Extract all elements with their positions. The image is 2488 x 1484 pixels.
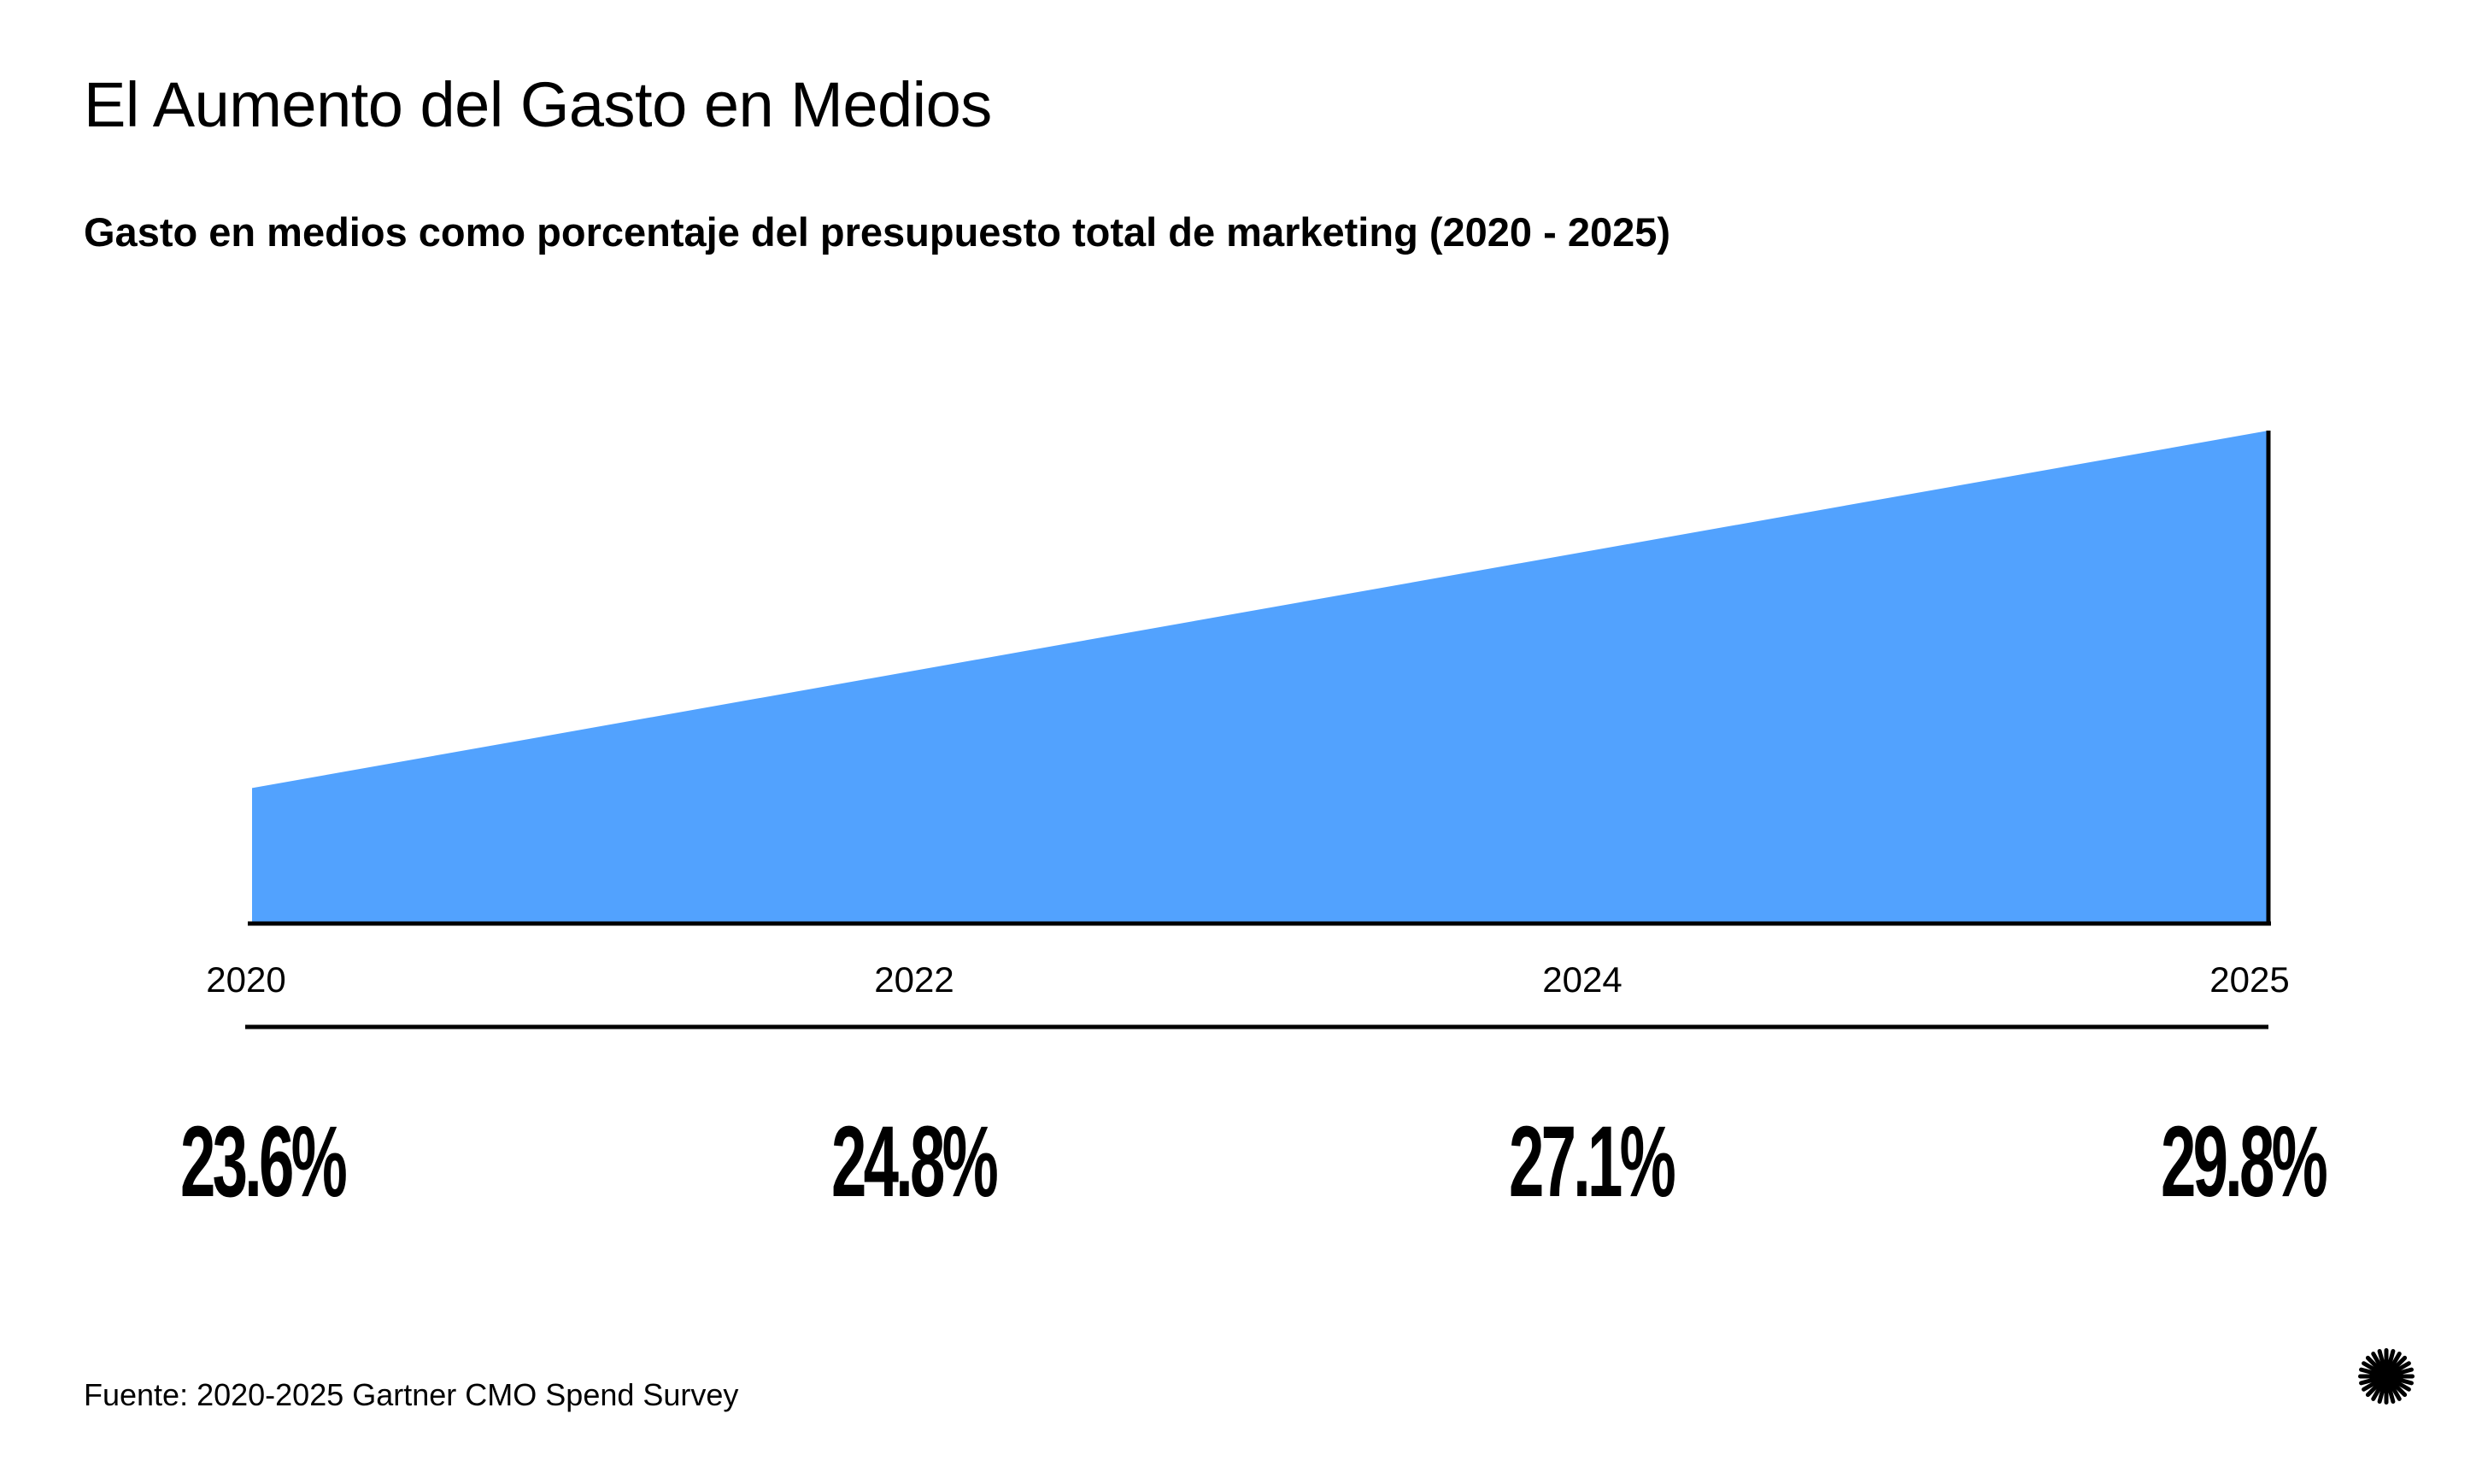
source-note: Fuente: 2020-2025 Gartner CMO Spend Surv… <box>84 1377 739 1412</box>
starburst-icon <box>2358 1348 2415 1405</box>
value-label-2025: 29.8% <box>2161 1106 2327 1218</box>
year-label-2020: 2020 <box>206 959 285 1000</box>
year-labels: 2020 2022 2024 2025 <box>206 959 2289 1000</box>
value-label-2024: 27.1% <box>1509 1106 1675 1218</box>
value-label-2022: 24.8% <box>831 1106 997 1218</box>
year-label-2025: 2025 <box>2209 959 2289 1000</box>
year-label-2022: 2022 <box>874 959 954 1000</box>
chart-title: El Aumento del Gasto en Medios <box>84 69 992 140</box>
year-label-2024: 2024 <box>1542 959 1622 1000</box>
chart-subtitle: Gasto en medios como porcentaje del pres… <box>84 209 1671 255</box>
value-label-2020: 23.6% <box>180 1106 346 1218</box>
area-series <box>252 431 2268 924</box>
value-labels: 23.6% 24.8% 27.1% 29.8% <box>180 1106 2332 1218</box>
